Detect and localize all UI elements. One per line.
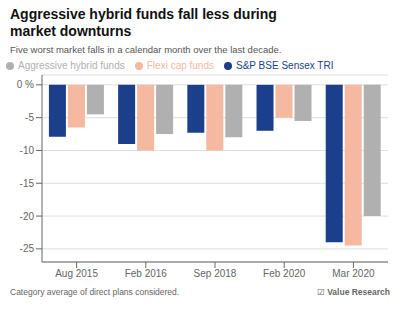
svg-text:-25: -25 (20, 243, 35, 254)
svg-text:Mar 2020: Mar 2020 (332, 268, 375, 279)
svg-text:Sep 2018: Sep 2018 (194, 268, 237, 279)
svg-text:0 %: 0 % (17, 79, 34, 90)
html-text:Five worst market falls in a c: Five worst market falls in a calendar mo… (10, 44, 282, 55)
html-text:☑ Value Research: ☑ Value Research (317, 287, 390, 297)
svg-text:Aug 2015: Aug 2015 (55, 268, 98, 279)
svg-text:-5: -5 (25, 112, 34, 123)
html-text:Aggressive hybrid funds: Aggressive hybrid funds (18, 60, 125, 71)
svg-text:-15: -15 (20, 178, 35, 189)
svg-text:-10: -10 (20, 145, 35, 156)
html-text:Category average of direct pla: Category average of direct plans conside… (10, 287, 180, 297)
html-text:S&P BSE Sensex TRI: S&P BSE Sensex TRI (236, 60, 334, 71)
svg-text:-20: -20 (20, 211, 35, 222)
svg-text:Feb 2020: Feb 2020 (263, 268, 306, 279)
html-text:Aggressive hybrid funds fall l: Aggressive hybrid funds fall less during… (10, 6, 277, 39)
svg-text:Feb 2016: Feb 2016 (125, 268, 168, 279)
html-text:Flexi cap funds: Flexi cap funds (146, 60, 214, 71)
